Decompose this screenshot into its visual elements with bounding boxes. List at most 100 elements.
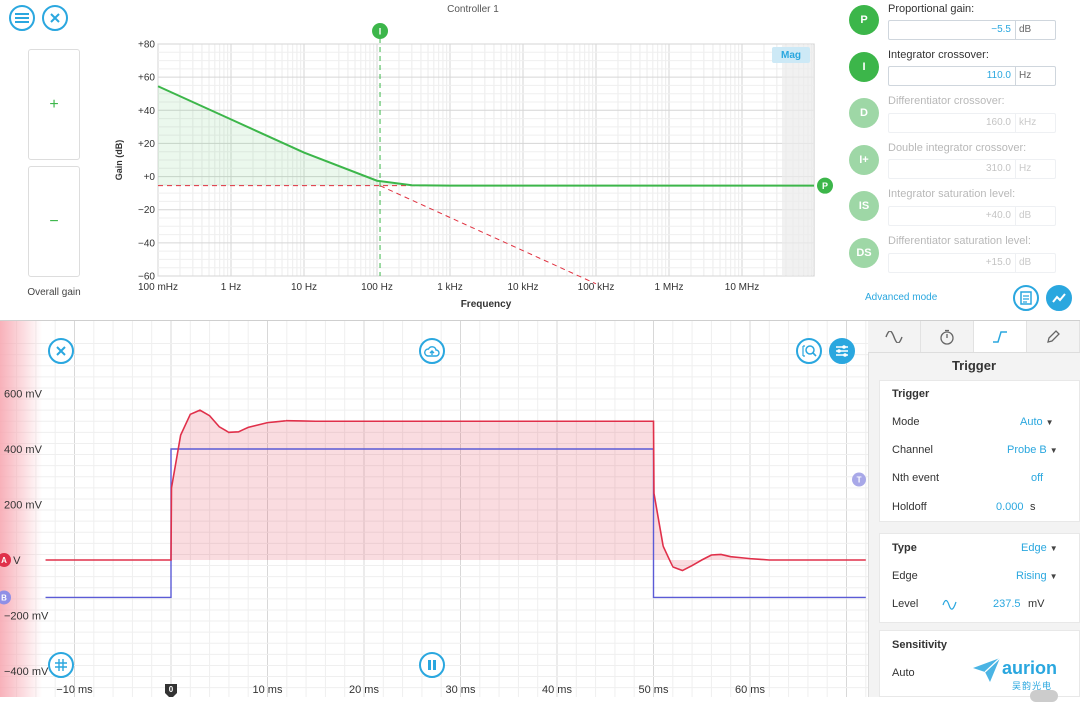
brand-watermark-sub: 吴韵光电 [1012,681,1053,691]
type-select[interactable]: Edge ▼ [1021,542,1058,554]
advanced-mode-link[interactable]: Advanced mode [865,292,938,303]
type-label: Type [892,542,917,554]
integrator-marker[interactable]: I [372,23,389,39]
scope-x-tick-label: 40 ms [542,684,572,696]
channel-label: Channel [892,444,933,456]
scope-y-tick-label: 400 mV [4,444,43,456]
bode-y-tick-label: +20 [138,139,155,150]
scope-x-tick-label: 50 ms [639,684,669,696]
proportional-gain-field[interactable]: −5.5 dB [888,20,1056,40]
integrator-saturation-unit: dB [1015,207,1055,225]
nth-event-label: Nth event [892,472,940,484]
double-integrator-unit: Hz [1015,160,1055,178]
sidebar-tabs [868,321,1080,353]
grid-toggle-button[interactable] [48,652,74,678]
differentiator-crossover-value: 160.0 [985,117,1011,128]
menu-button[interactable] [9,5,35,31]
differentiator-saturation-field[interactable]: +15.0 dB [888,253,1056,273]
trigger-time-marker[interactable]: 0 [165,684,177,697]
channel-b-marker[interactable]: B [0,590,11,605]
scope-y-tick-label: 600 mV [4,389,43,401]
bode-y-tick-label: +0 [144,172,156,183]
holdoff-input[interactable]: 0.000 [996,501,1024,513]
bode-y-tick-label: +60 [138,73,155,84]
level-label: Level [892,598,919,610]
mag-badge[interactable] [772,47,810,63]
bode-x-tick-label: 100 mHz [138,282,178,293]
grid-icon [55,659,67,671]
nth-event-toggle[interactable]: off [1031,472,1044,484]
chart-line-icon [1052,293,1066,303]
integrator-saturation-value: +40.0 [985,210,1011,221]
tab-measure[interactable] [1027,321,1080,352]
proportional-marker[interactable]: P [817,177,833,194]
close-controller-button[interactable] [42,5,68,31]
mode-select[interactable]: Auto ▼ [1020,416,1054,428]
tab-trigger[interactable] [974,321,1027,352]
tab-timebase[interactable] [921,321,974,352]
trigger-panel-title: Trigger [951,358,997,373]
notes-icon [1020,291,1032,305]
settings-button[interactable] [829,338,855,364]
param-badge-ds[interactable]: DS [849,238,879,268]
close-scope-button[interactable] [48,338,74,364]
pause-icon [428,660,436,670]
param-badge-i-plus[interactable]: I+ [849,145,879,175]
differentiator-saturation-unit: dB [1015,254,1055,272]
double-integrator-field[interactable]: 310.0 Hz [888,159,1056,179]
scope-y-tick-label: −200 mV [4,611,49,623]
integrator-crossover-field[interactable]: 110.0 Hz [888,66,1056,86]
param-label-d: Differentiator crossover: [888,95,1005,107]
edge-select[interactable]: Rising ▼ [1016,570,1058,582]
differentiator-crossover-field[interactable]: 160.0 kHz [888,113,1056,133]
edge-settings-card [879,533,1080,623]
param-badge-p[interactable]: P [849,5,879,35]
zoom-fit-button[interactable] [796,338,822,364]
param-badge-i[interactable]: I [849,52,879,82]
differentiator-saturation-value: +15.0 [985,257,1011,268]
double-integrator-value: 310.0 [985,163,1011,174]
trigger-level-marker[interactable]: T [852,472,866,487]
channel-a-marker[interactable]: A [0,553,11,567]
differentiator-crossover-unit: kHz [1015,114,1055,132]
page-title: Controller 1 [447,4,499,15]
bode-gain-curve [157,85,814,187]
trigger-settings-card [879,380,1080,522]
cloud-export-button[interactable] [419,338,445,364]
bode-plot-view-button[interactable] [1046,285,1072,311]
overall-gain-increase-button[interactable]: + [28,49,80,160]
overall-gain-decrease-button[interactable]: − [28,166,80,277]
param-label-i-plus: Double integrator crossover: [888,142,1027,154]
channel-select[interactable]: Probe B ▼ [1007,444,1058,456]
menu-icon [15,13,29,23]
param-badge-is[interactable]: IS [849,191,879,221]
channel-b-trace [45,448,866,599]
pause-button[interactable] [419,652,445,678]
proportional-marker-label: P [822,181,828,191]
param-badge-d[interactable]: D [849,98,879,128]
mode-label: Mode [892,416,920,428]
param-label-is: Integrator saturation level: [888,188,1016,200]
cloud-upload-icon [424,346,440,357]
trigger-section-title: Trigger [892,388,930,400]
scope-y-tick-label: −400 mV [4,666,49,678]
level-input[interactable]: 237.5 [993,598,1021,610]
brand-watermark: aurion [1002,658,1058,678]
scope-y-tick-label: 200 mV [4,500,43,512]
notes-button[interactable] [1013,285,1039,311]
bode-asymptote-line [379,185,597,285]
zoom-icon [802,345,817,357]
bode-x-tick-label: 10 MHz [725,282,759,293]
sensitivity-card [879,630,1080,697]
level-auto-icon[interactable] [942,598,958,612]
integrator-crossover-unit: Hz [1015,67,1055,85]
bode-x-tick-label: 1 MHz [655,282,684,293]
tab-signal[interactable] [868,321,921,352]
controller-panel: + − Overall gain Controller 1 +80 +60 +40 +… [0,0,1080,320]
integrator-saturation-field[interactable]: +40.0 dB [888,206,1056,226]
bode-x-tick-label: 100 Hz [361,282,393,293]
channel-a-trace [45,409,866,572]
close-icon [56,346,66,356]
